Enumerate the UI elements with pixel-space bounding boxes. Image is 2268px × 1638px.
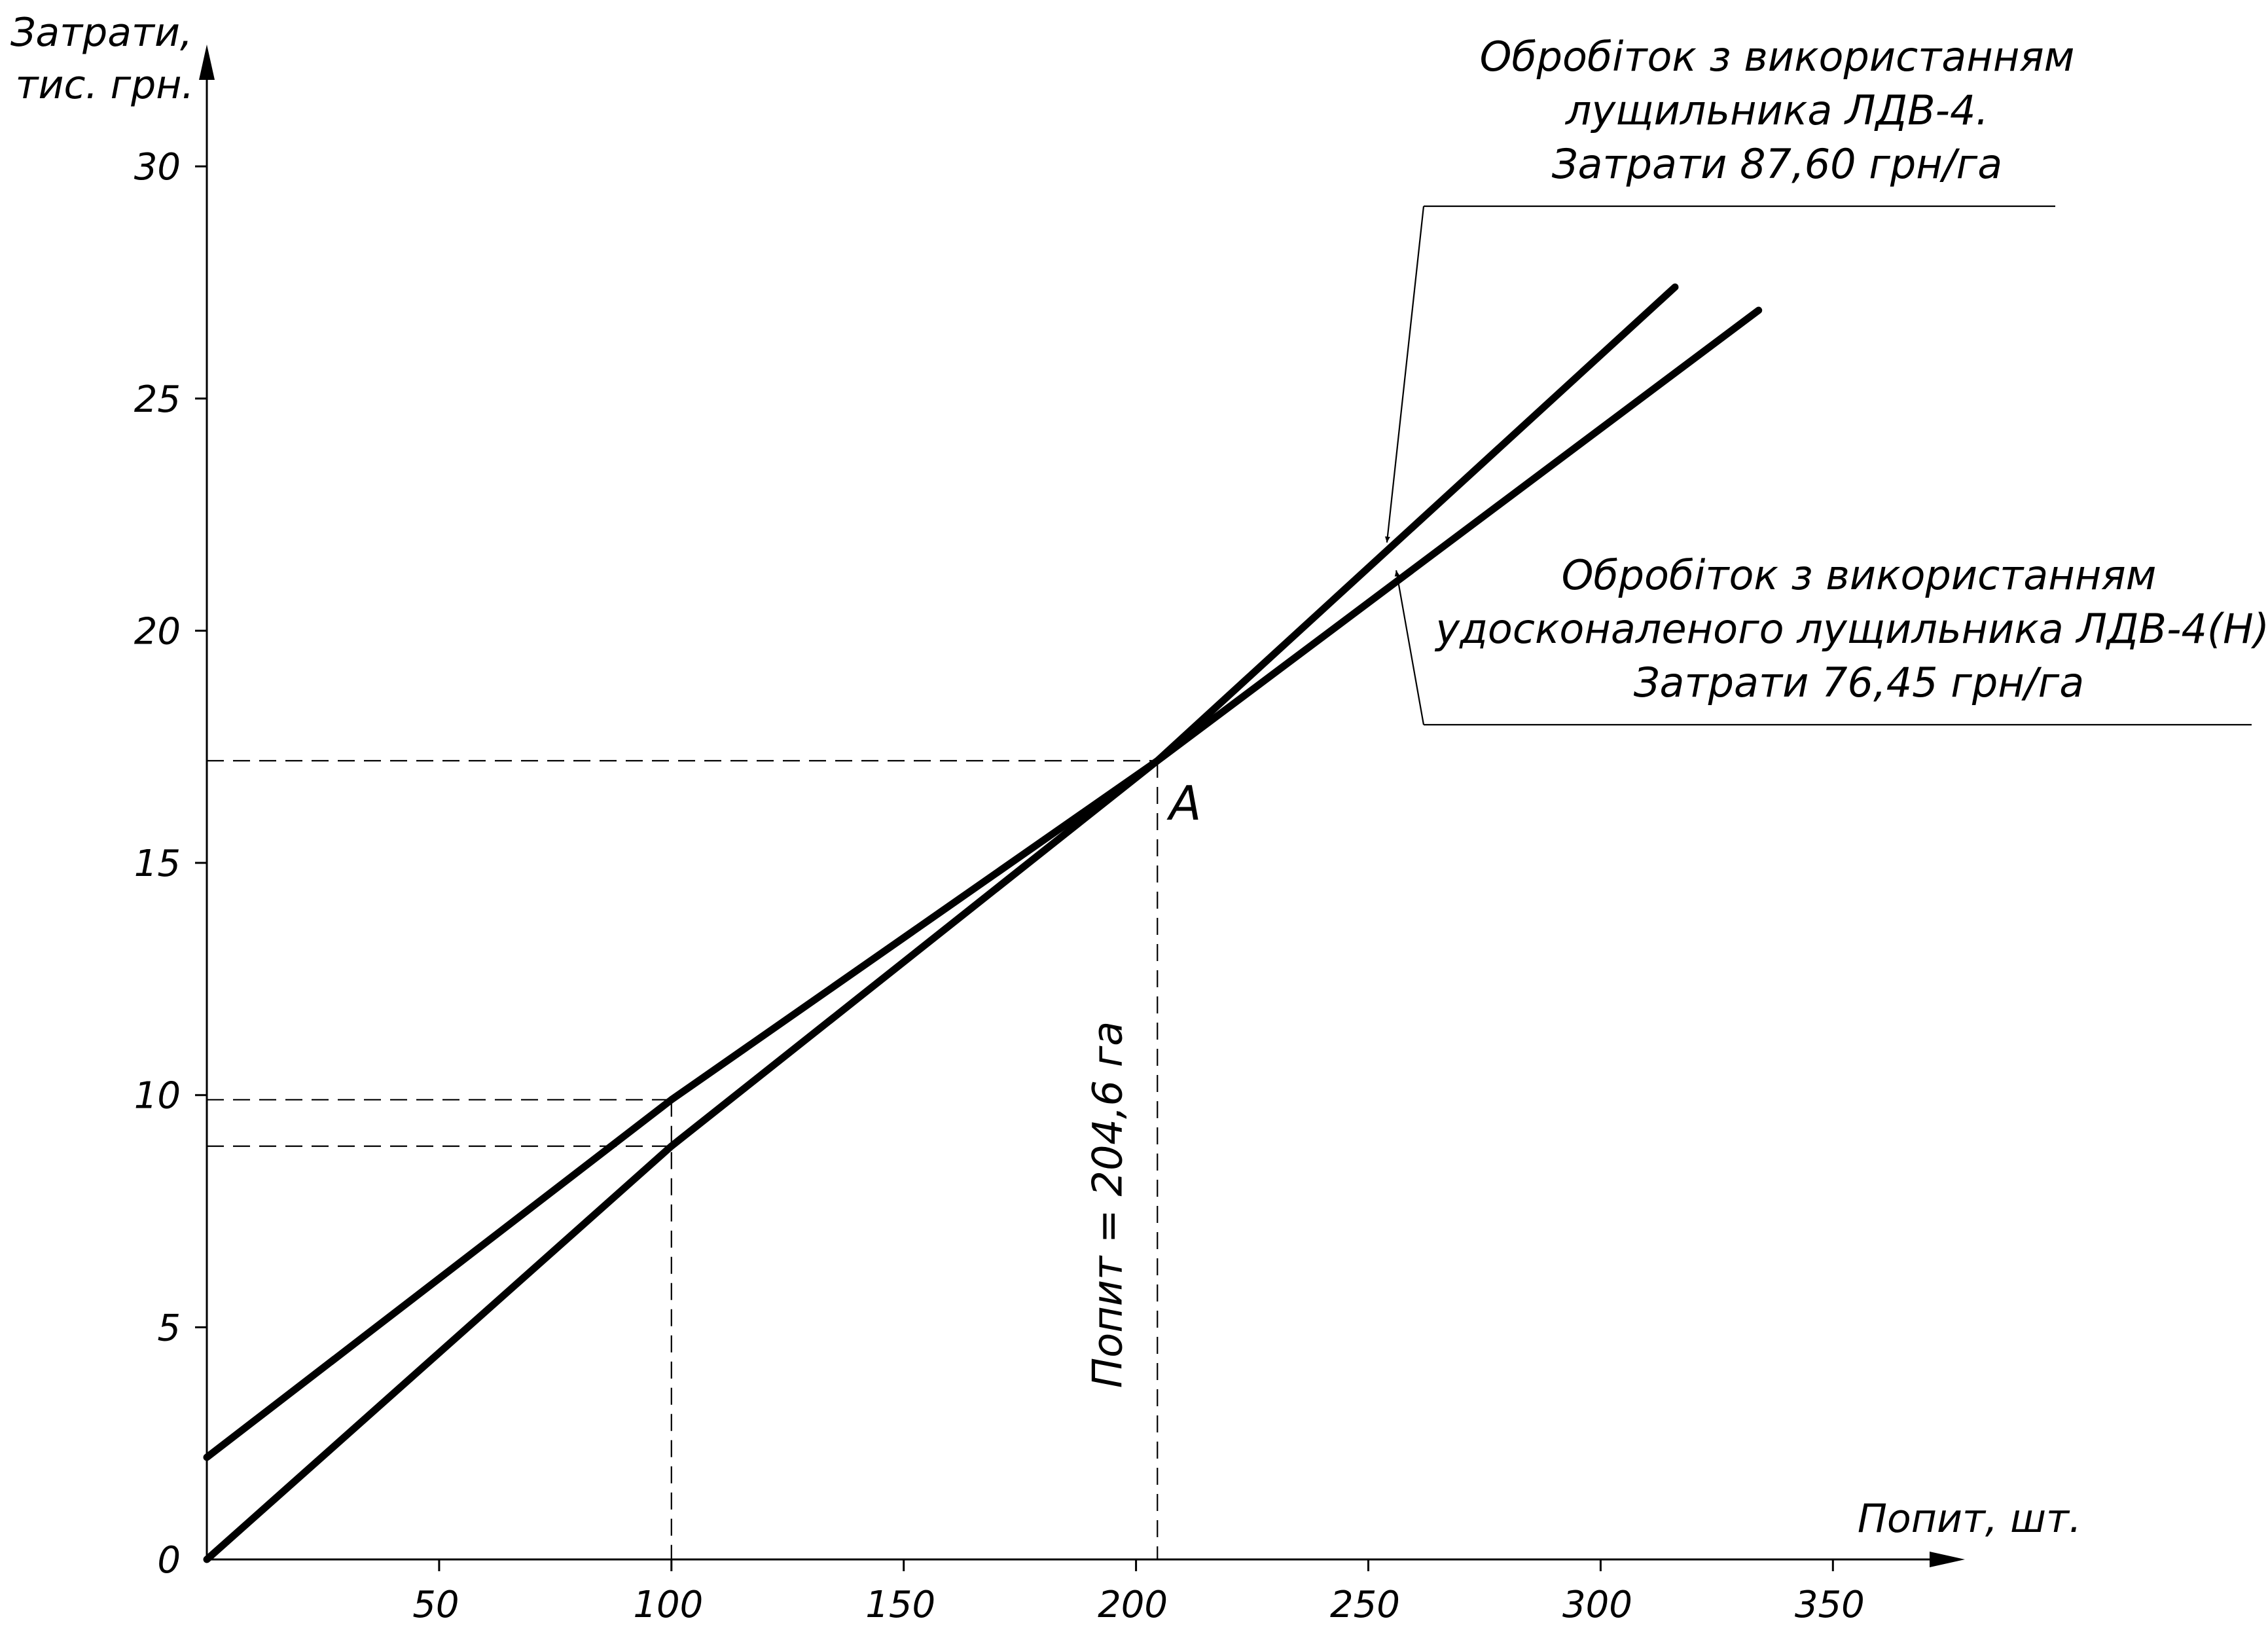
- x-tick-label: 250: [1330, 1584, 1400, 1626]
- x-axis-title: Попит, шт.: [1858, 1496, 2081, 1542]
- y-tick-label: 25: [134, 378, 181, 421]
- annotation-2-line-1: Обробіток з використанням: [1562, 551, 2157, 599]
- intersection-label: A: [1166, 776, 1201, 831]
- y-tick-label: 30: [134, 146, 181, 189]
- annotation-2-line-3: Затрати 76,45 грн/га: [1634, 659, 2084, 706]
- x-tick-label: 100: [633, 1584, 703, 1626]
- y-tick-label: 0: [157, 1539, 181, 1582]
- annotation-2-leader: [1394, 570, 1425, 725]
- x-tick-label: 350: [1795, 1584, 1865, 1626]
- annotation-1-line-1: Обробіток з використанням: [1480, 33, 2075, 81]
- y-tick-label: 10: [134, 1075, 181, 1118]
- x-tick-label: 200: [1098, 1584, 1168, 1626]
- demand-value-annotation: Попит = 204,6 га: [1083, 1021, 1131, 1389]
- x-tick-label: 50: [412, 1584, 459, 1626]
- y-axis-title-line2: тис. грн.: [16, 62, 194, 108]
- annotation-1-line-2: лущильника ЛДВ-4.: [1565, 86, 1989, 134]
- y-tick-label: 20: [134, 610, 181, 653]
- annotation-1-leader: [1384, 206, 1425, 543]
- annotation-1-line-3: Затрати 87,60 грн/га: [1552, 140, 2002, 188]
- series-line-ldv4n: [203, 306, 1763, 1461]
- x-tick-label: 300: [1562, 1584, 1632, 1626]
- annotation-2-line-2: удосконаленого лущильника ЛДВ-4(Н).: [1434, 605, 2268, 653]
- y-tick-label: 15: [134, 843, 181, 885]
- y-axis-title-line1: Затрати,: [10, 10, 192, 56]
- y-tick-label: 5: [157, 1307, 181, 1349]
- series-line-ldv4: [203, 283, 1679, 1563]
- y-axis-arrow: [199, 45, 215, 80]
- x-tick-label: 150: [865, 1584, 935, 1626]
- x-axis-arrow: [1930, 1552, 1965, 1567]
